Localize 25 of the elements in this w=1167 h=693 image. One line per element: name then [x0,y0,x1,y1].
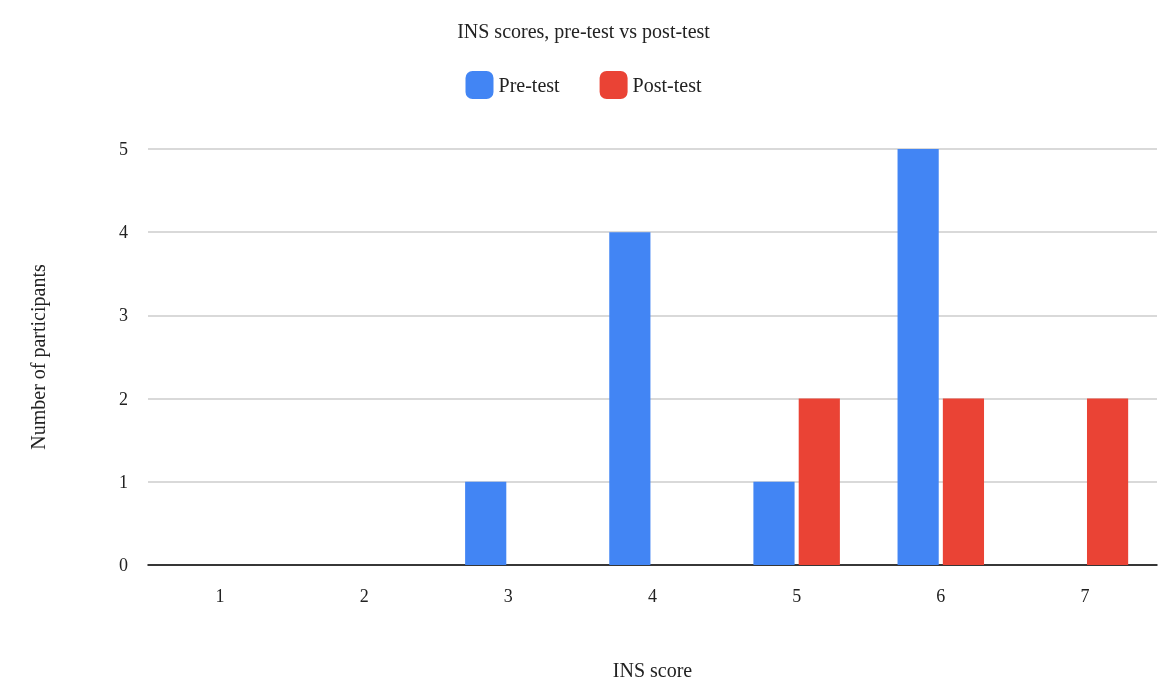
legend-label: Pre-test [498,74,561,96]
bar [897,149,939,565]
y-tick-label: 3 [119,305,128,326]
bar [798,398,840,565]
x-tick-label: 5 [792,586,802,606]
y-axis-title: Number of participants [27,264,50,450]
y-tick-label: 2 [119,388,128,409]
x-tick-label: 7 [1080,586,1090,606]
x-tick-label: 2 [359,586,369,606]
chart-title: INS scores, pre-test vs post-test [457,20,711,43]
bar [1086,398,1129,565]
bar [465,481,507,565]
y-tick-label: 5 [119,139,128,159]
y-tick-label: 1 [119,471,128,492]
y-tick-label: 0 [119,555,128,575]
y-tick-label: 4 [119,222,128,243]
bar [609,232,651,565]
legend-label: Post-test [632,74,702,96]
bar [753,481,795,565]
x-tick-label: 4 [648,586,657,606]
x-tick-label: 6 [936,586,946,606]
x-tick-label: 1 [215,586,225,606]
bar [942,398,985,565]
x-axis-title: INS score [612,659,693,681]
x-tick-label: 3 [503,586,513,606]
